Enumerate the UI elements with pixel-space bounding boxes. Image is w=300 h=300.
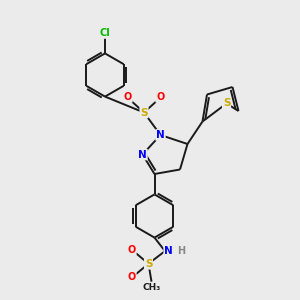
Text: H: H bbox=[177, 246, 186, 256]
Text: S: S bbox=[223, 98, 230, 109]
Text: Cl: Cl bbox=[100, 28, 110, 38]
Text: O: O bbox=[156, 92, 164, 102]
Text: CH₃: CH₃ bbox=[142, 283, 160, 292]
Text: N: N bbox=[156, 130, 165, 140]
Text: S: S bbox=[140, 107, 148, 118]
Text: S: S bbox=[145, 259, 152, 269]
Text: N: N bbox=[164, 246, 173, 256]
Text: O: O bbox=[124, 92, 132, 102]
Text: O: O bbox=[128, 272, 136, 282]
Text: N: N bbox=[138, 149, 147, 160]
Text: O: O bbox=[128, 245, 136, 255]
